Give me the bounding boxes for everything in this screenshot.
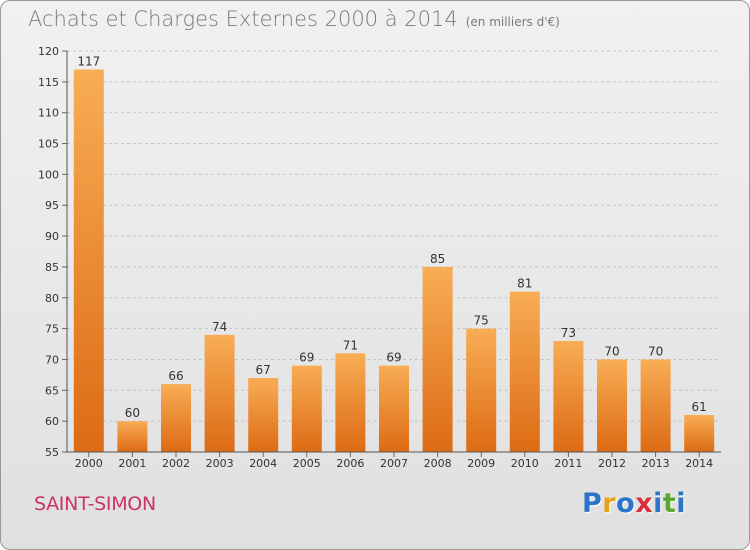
x-tick-label: 2010 [511,457,539,470]
x-tick-label: 2012 [598,457,626,470]
bar [335,353,366,452]
bar [291,365,322,452]
bar-value-label: 81 [517,277,532,291]
x-axis: 2000 2001 2002 2003 2004 2005 2006 2007 2008 2009… [67,451,721,470]
y-tick-label: 90 [45,230,59,243]
x-tick-label: 2009 [467,457,495,470]
bar-value-label: 61 [692,400,707,414]
bar [422,266,453,452]
chart-title: Achats et Charges Externes 2000 à 2014 (e… [28,7,560,31]
bar-value-label: 69 [299,351,314,365]
logo-letter: o [616,488,636,519]
logo-letter: P [582,488,603,519]
bar [684,414,715,452]
y-tick-label: 55 [45,446,59,459]
logo-letter: i [653,488,663,519]
logo-letter: t [662,488,677,519]
bar [640,359,671,452]
x-tick-label: 2005 [293,457,321,470]
y-tick-label: 65 [45,384,59,397]
proxiti-logo: Proxiti [582,488,686,519]
y-tick-label: 75 [45,323,59,336]
y-tick-label: 115 [38,76,59,89]
bar-value-label: 117 [77,55,100,69]
location-label: SAINT-SIMON [34,493,156,515]
logo-letter: x [635,488,654,519]
bar-value-label: 73 [561,326,576,340]
chart-subtitle: (en milliers d'€) [465,15,560,29]
bar [509,291,540,452]
x-tick-label: 2013 [642,457,670,470]
y-tick-label: 100 [38,168,59,181]
bar-value-label: 60 [125,406,140,420]
bar [379,365,409,452]
y-tick-label: 80 [45,292,59,305]
logo-letter: r [602,488,617,519]
y-tick-label: 95 [45,199,59,212]
x-tick-label: 2014 [685,457,713,470]
bar-value-label: 70 [648,344,663,358]
chart-title-text: Achats et Charges Externes 2000 à 2014 [28,7,458,31]
bar [466,328,497,452]
y-tick-label: 85 [45,261,59,274]
logo-letter: i [676,488,687,519]
x-tick-label: 2011 [554,457,582,470]
x-tick-label: 2007 [380,457,408,470]
bar-value-label: 75 [474,314,489,328]
x-tick-label: 2000 [75,457,103,470]
bar [553,340,584,452]
y-tick-label: 60 [45,415,59,428]
y-tick-label: 105 [38,138,59,151]
bar-value-label: 66 [168,369,183,383]
bar [204,334,235,452]
x-tick-label: 2003 [206,457,234,470]
bar-value-label: 69 [386,351,401,365]
bar-value-label: 71 [343,338,358,352]
bar [597,359,627,452]
y-tick-label: 110 [38,107,59,120]
bar-value-label: 74 [212,320,227,334]
bar [73,69,104,452]
y-tick-label: 120 [38,45,59,58]
bar [117,421,148,452]
bars: 117 60 66 74 67 69 71 69 85 75 81 73 70 70 61 [73,55,715,452]
x-tick-label: 2002 [162,457,190,470]
x-tick-label: 2001 [118,457,146,470]
x-tick-label: 2006 [336,457,364,470]
bar-value-label: 67 [256,363,271,377]
y-axis: 55 60 65 70 75 80 85 90 95 100 105 110 115 120 [38,45,68,459]
bar-value-label: 70 [604,344,619,358]
x-tick-label: 2004 [249,457,277,470]
x-tick-label: 2008 [424,457,452,470]
bar-value-label: 85 [430,252,445,266]
bar [248,377,279,452]
bar [161,384,191,452]
y-tick-label: 70 [45,353,59,366]
